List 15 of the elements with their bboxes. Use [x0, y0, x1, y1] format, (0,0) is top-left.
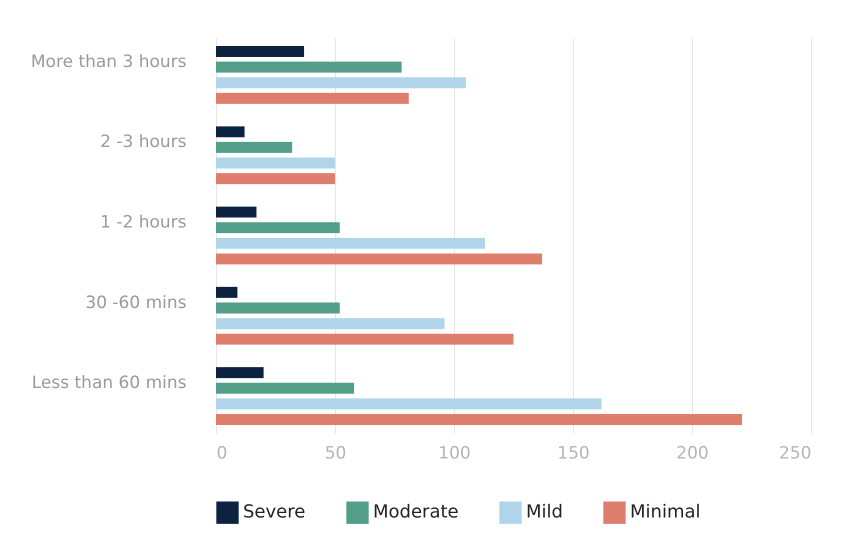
legend-label: Minimal	[630, 502, 701, 523]
y-tick-label: 2 -3 hours	[100, 132, 187, 152]
x-tick-label: 0	[216, 444, 228, 464]
y-tick-label: 1 -2 hours	[100, 212, 187, 232]
legend-label: Moderate	[373, 502, 459, 523]
y-tick-label: Less than 60 mins	[32, 373, 187, 394]
y-tick-label: More than 3 hours	[30, 52, 187, 72]
x-tick-label: 200	[676, 444, 709, 464]
x-tick-label: 50	[324, 444, 346, 464]
x-tick-label: 100	[438, 444, 471, 464]
x-tick-label: 150	[557, 444, 590, 464]
y-tick-label: 30 -60 mins	[85, 292, 187, 313]
legend-label: Severe	[243, 502, 306, 523]
x-tick-label: 250	[779, 444, 812, 464]
legend-label: Mild	[526, 502, 563, 523]
